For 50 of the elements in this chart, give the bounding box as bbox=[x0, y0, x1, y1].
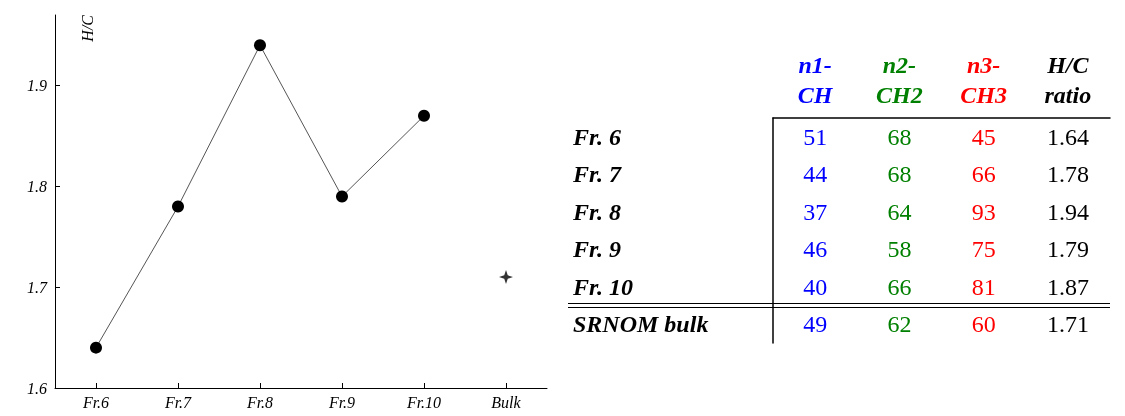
data-label: 45 bbox=[971, 123, 996, 150]
data-label: 49 bbox=[803, 311, 828, 338]
data-label: 66 bbox=[887, 273, 912, 300]
data-label: 1.78 bbox=[1046, 161, 1089, 188]
data-label: 81 bbox=[971, 273, 996, 300]
data-label: 51 bbox=[803, 123, 828, 150]
y-tick-label: Fr. 10 bbox=[572, 273, 634, 300]
data-label: 68 bbox=[887, 161, 912, 188]
point bbox=[418, 109, 430, 122]
data-label: 58 bbox=[887, 236, 912, 263]
x-tick-label: n2-CH2 bbox=[876, 52, 923, 108]
point bbox=[336, 190, 348, 203]
data-label: 1.71 bbox=[1046, 311, 1089, 338]
data-label: 1.79 bbox=[1046, 236, 1089, 263]
data-label: 75 bbox=[971, 236, 996, 263]
x-tick-label: Fr.7 bbox=[163, 393, 193, 411]
x-tick-label: n3-CH3 bbox=[960, 52, 1007, 108]
y-tick-label: Fr. 8 bbox=[572, 198, 622, 225]
x-tick-label: Fr.6 bbox=[81, 393, 110, 411]
data-label: 40 bbox=[803, 273, 828, 300]
data-label: 1.94 bbox=[1046, 198, 1089, 225]
data-label: 1.64 bbox=[1046, 123, 1089, 150]
point bbox=[254, 39, 266, 52]
x-tick-label: H/C ratio bbox=[1044, 52, 1092, 108]
x-tick-label: Bulk bbox=[491, 393, 522, 411]
point bbox=[90, 341, 102, 354]
y-axis-title: H/C bbox=[78, 14, 96, 43]
y-tick-label: 1.7 bbox=[27, 278, 48, 296]
data-label: 66 bbox=[971, 161, 996, 188]
y-tick-label: 1.8 bbox=[27, 177, 47, 195]
y-tick-label: Fr. 7 bbox=[572, 161, 623, 188]
data-label: 60 bbox=[971, 311, 996, 338]
x-tick-label: n1-CH bbox=[797, 52, 834, 108]
y-tick-label: SRNOM bulk bbox=[573, 311, 709, 338]
y-tick-label: Fr. 9 bbox=[572, 236, 622, 263]
x-tick-label: Fr.9 bbox=[327, 393, 356, 411]
data-label: 93 bbox=[971, 198, 996, 225]
x-tick-label: Fr.10 bbox=[405, 393, 442, 411]
y-tick-label: Fr. 6 bbox=[572, 123, 622, 150]
data-label: 44 bbox=[803, 161, 828, 188]
data-label: 64 bbox=[887, 198, 912, 225]
data-label: 1.87 bbox=[1046, 273, 1089, 300]
point bbox=[172, 200, 184, 213]
data-label: 37 bbox=[803, 198, 828, 225]
data-label: 62 bbox=[887, 311, 912, 338]
x-tick-label: Fr.8 bbox=[245, 393, 274, 411]
data-label: 68 bbox=[887, 123, 912, 150]
y-tick-label: 1.6 bbox=[27, 379, 47, 397]
y-tick-label: 1.9 bbox=[27, 77, 47, 95]
data-label: 46 bbox=[803, 236, 828, 263]
